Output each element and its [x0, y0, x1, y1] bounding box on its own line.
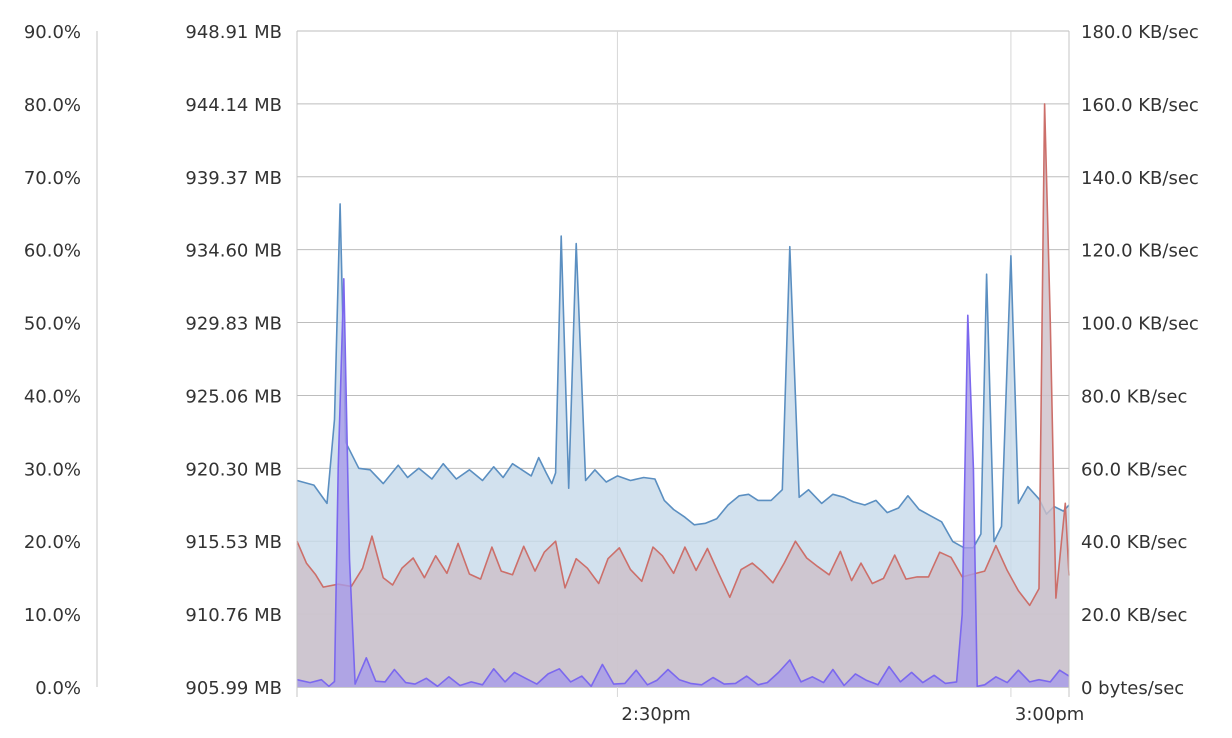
network-axis-tick-label: 160.0 KB/sec [1081, 95, 1199, 116]
memory-axis-tick-label: 920.30 MB [185, 459, 282, 480]
chart-series [296, 103, 1070, 688]
cpu-axis-tick-label: 80.0% [24, 95, 81, 116]
memory-axis-tick-label: 934.60 MB [185, 241, 282, 262]
network-axis-tick-label: 40.0 KB/sec [1081, 532, 1187, 553]
network-axis-tick-label: 80.0 KB/sec [1081, 386, 1187, 407]
memory-axis-tick-label: 948.91 MB [185, 22, 282, 43]
memory-axis-tick-label: 944.14 MB [185, 95, 282, 116]
network-axis-tick-label: 140.0 KB/sec [1081, 168, 1199, 189]
memory-axis-tick-label: 905.99 MB [185, 678, 282, 699]
chart-labels: 90.0% 80.0% 70.0% 60.0% 50.0% 40.0% 30.0% 20.0%… [24, 22, 1199, 725]
series-area-cpu [297, 103, 1069, 687]
memory-axis-tick-label: 910.76 MB [185, 605, 282, 626]
x-axis-tick-label: 2:30pm [621, 704, 690, 725]
network-axis-tick-label: 60.0 KB/sec [1081, 459, 1187, 480]
memory-axis-tick-label: 929.83 MB [185, 314, 282, 335]
x-axis-tick-label: 3:00pm [1015, 704, 1084, 725]
series-line-network [296, 278, 1070, 688]
cpu-axis-tick-label: 0.0% [35, 678, 81, 699]
network-axis-tick-label: 0 bytes/sec [1081, 678, 1184, 699]
memory-axis-tick-label: 925.06 MB [185, 386, 282, 407]
memory-axis-tick-label: 915.53 MB [185, 532, 282, 553]
cpu-axis-tick-label: 50.0% [24, 314, 81, 335]
cpu-axis-tick-label: 70.0% [24, 168, 81, 189]
network-axis-tick-label: 180.0 KB/sec [1081, 22, 1199, 43]
cpu-axis-tick-label: 60.0% [24, 241, 81, 262]
cpu-axis-tick-label: 90.0% [24, 22, 81, 43]
cpu-axis-tick-label: 40.0% [24, 386, 81, 407]
cpu-axis-tick-label: 30.0% [24, 459, 81, 480]
chart-frame [96, 31, 1070, 697]
network-axis-tick-label: 120.0 KB/sec [1081, 241, 1199, 262]
network-axis-tick-label: 20.0 KB/sec [1081, 605, 1187, 626]
network-axis-tick-label: 100.0 KB/sec [1081, 314, 1199, 335]
cpu-axis-tick-label: 10.0% [24, 605, 81, 626]
memory-axis-tick-label: 939.37 MB [185, 168, 282, 189]
cpu-axis-tick-label: 20.0% [24, 532, 81, 553]
